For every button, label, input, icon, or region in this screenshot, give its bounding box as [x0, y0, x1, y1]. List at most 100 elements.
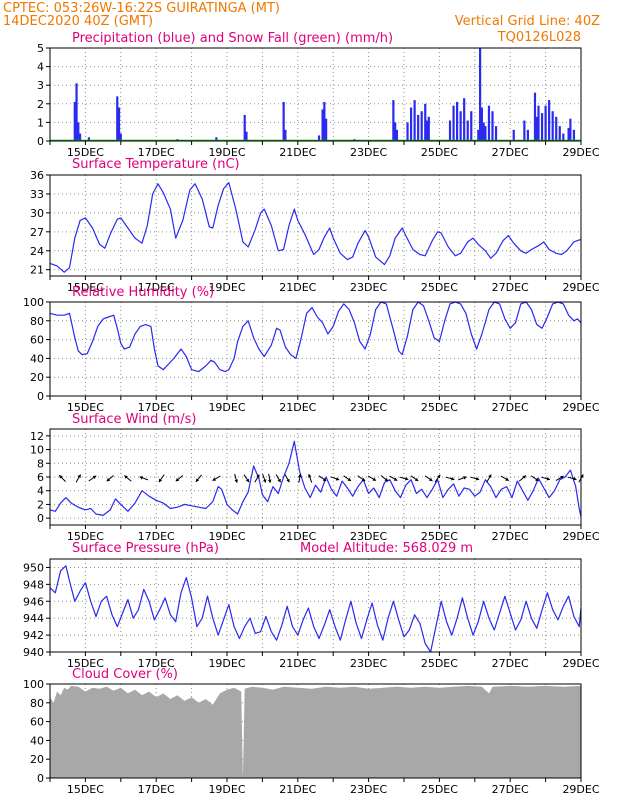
precip-bar	[245, 131, 248, 141]
precip-bar	[494, 126, 498, 141]
wind-arrow	[195, 474, 202, 483]
y-tick-label: 1	[37, 116, 44, 129]
wind-arrow	[158, 474, 165, 483]
y-tick-label: 27	[30, 226, 44, 239]
precip-bar	[470, 111, 473, 141]
wind-arrow	[318, 475, 327, 482]
wind-arrow	[424, 475, 433, 482]
precip-bar	[482, 122, 485, 141]
header-model-code: TQ0126L028	[497, 30, 581, 45]
x-tick-label: 15DEC	[67, 281, 104, 294]
wind-arrow	[500, 475, 510, 482]
x-tick-label: 25DEC	[421, 530, 458, 543]
wind-arrow	[445, 476, 455, 481]
humidity-panel: Relative Humidity (%) 0 20 40 60 80 100 15DEC 17…	[23, 285, 600, 414]
y-tick-label: 36	[30, 169, 44, 182]
wind-arrow	[470, 476, 480, 481]
series-line	[49, 182, 582, 273]
precip-bar	[551, 111, 554, 141]
precip-bar	[215, 137, 218, 141]
x-tick-label: 19DEC	[208, 530, 245, 543]
precip-bar	[569, 118, 572, 141]
header-vertical-grid: Vertical Grid Line: 40Z	[455, 14, 600, 29]
panel-frame	[49, 174, 582, 277]
y-tick-label: 40	[30, 352, 44, 365]
x-tick-label: 15DEC	[67, 657, 104, 670]
precip-bar	[321, 109, 324, 141]
panel-title: Cloud Cover (%)	[72, 667, 178, 682]
y-tick-label: 33	[30, 188, 44, 201]
y-tick-label: 40	[30, 734, 44, 747]
wind-arrow	[75, 474, 82, 483]
precip-bar	[395, 129, 399, 141]
precip-bar	[78, 133, 82, 141]
x-tick-label: 27DEC	[492, 783, 529, 796]
x-tick-label: 27DEC	[492, 657, 529, 670]
wind-arrow	[567, 476, 577, 481]
x-tick-label: 29DEC	[562, 401, 599, 414]
x-tick-label: 23DEC	[350, 146, 387, 159]
model-altitude: Model Altitude: 568.029 m	[300, 541, 473, 556]
wind-arrow	[124, 475, 132, 482]
x-tick-label: 15DEC	[67, 401, 104, 414]
wind-arrow	[308, 473, 313, 483]
y-tick-label: 8	[37, 457, 44, 470]
panel-frame	[49, 428, 582, 526]
panel-title: Surface Pressure (hPa)	[72, 541, 219, 556]
precip-bar	[427, 116, 430, 141]
y-tick-label: 3	[37, 79, 44, 92]
y-tick-label: 20	[30, 371, 44, 384]
series-line	[49, 440, 582, 517]
precip-bar	[75, 83, 78, 141]
x-tick-label: 29DEC	[562, 281, 599, 294]
x-tick-label: 29DEC	[562, 783, 599, 796]
x-tick-label: 15DEC	[67, 146, 104, 159]
precip-bar	[512, 129, 515, 141]
y-tick-label: 0	[37, 772, 44, 785]
wind-arrow	[410, 475, 419, 482]
precip-bar	[567, 127, 570, 141]
series-line	[49, 565, 582, 653]
x-tick-label: 21DEC	[279, 783, 316, 796]
precip-bar	[409, 107, 413, 141]
panel-title: Surface Wind (m/s)	[72, 412, 196, 427]
wind-arrow	[380, 475, 389, 482]
precip-bar	[284, 129, 287, 141]
y-tick-label: 944	[23, 612, 44, 625]
precip-bar	[463, 98, 466, 141]
x-tick-label: 25DEC	[421, 146, 458, 159]
precip-bar	[477, 129, 480, 141]
x-tick-label: 15DEC	[67, 783, 104, 796]
precip-bar	[558, 126, 561, 141]
wind-arrow	[254, 474, 260, 483]
x-tick-label: 27DEC	[492, 401, 529, 414]
y-tick-label: 20	[30, 753, 44, 766]
precip-bar	[540, 113, 544, 141]
precip-bar	[456, 101, 459, 141]
x-tick-label: 27DEC	[492, 281, 529, 294]
precip-bar	[77, 122, 80, 141]
x-tick-label: 25DEC	[421, 783, 458, 796]
wind-arrow	[234, 473, 238, 483]
x-tick-label: 21DEC	[279, 281, 316, 294]
y-tick-label: 942	[23, 629, 44, 642]
x-tick-label: 21DEC	[279, 146, 316, 159]
y-tick-label: 80	[30, 697, 44, 710]
precip-bar	[459, 111, 462, 141]
precip-bar	[87, 137, 91, 141]
precip-bar	[523, 120, 526, 141]
x-tick-label: 19DEC	[208, 783, 245, 796]
precip-bar	[526, 129, 529, 141]
precip-bar	[317, 135, 321, 141]
y-tick-label: 80	[30, 315, 44, 328]
wind-arrow	[367, 475, 377, 482]
y-tick-label: 60	[30, 716, 44, 729]
wind-arrow	[541, 476, 551, 481]
precip-bar	[417, 114, 420, 141]
y-tick-label: 0	[37, 512, 44, 525]
x-tick-label: 21DEC	[279, 530, 316, 543]
wind-arrow	[298, 473, 302, 483]
y-tick-label: 2	[37, 498, 44, 511]
precip-bar	[535, 116, 538, 141]
